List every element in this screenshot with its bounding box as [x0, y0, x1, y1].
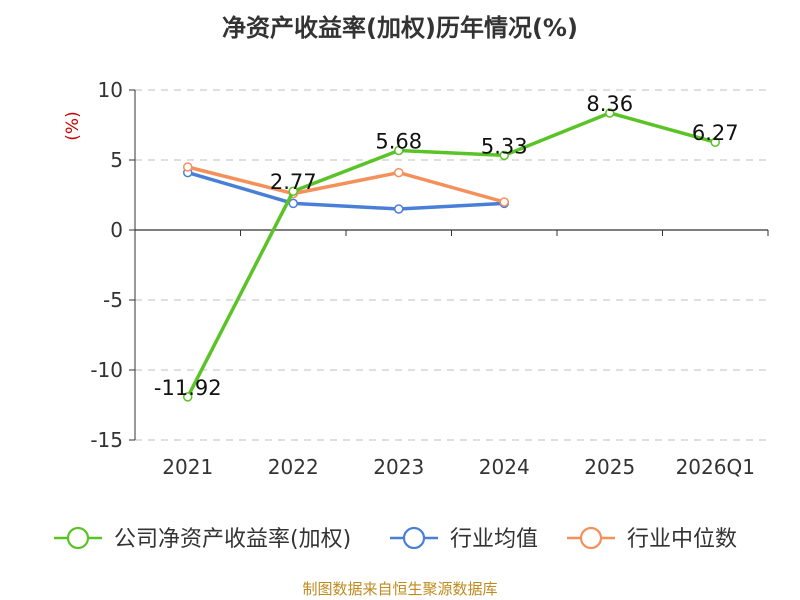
legend-item: 公司净资产收益率(加权)	[54, 526, 351, 552]
legend-label: 行业中位数	[627, 527, 737, 552]
x-tick-label: 2022	[268, 455, 319, 479]
series-point	[499, 150, 509, 161]
y-tick-label: 10	[98, 78, 123, 102]
data-label: 5.68	[375, 129, 422, 153]
data-label: 5.33	[481, 134, 528, 158]
y-tick-labels: 10 5 0 -5 -10 -15	[90, 78, 123, 452]
legend-item: 行业均值	[390, 526, 538, 552]
legend-item: 行业中位数	[567, 526, 737, 552]
x-tick-label: 2021	[162, 455, 213, 479]
y-tick-label: 0	[110, 218, 123, 242]
axes	[129, 89, 769, 441]
x-tick-label: 2023	[373, 455, 424, 479]
y-tick-label: -15	[90, 428, 123, 452]
y-axis-label: (%)	[63, 111, 83, 140]
data-label: -11.92	[154, 376, 222, 400]
data-label: 2.77	[270, 170, 317, 194]
chart-title: 净资产收益率(加权)历年情况(%)	[222, 14, 578, 42]
series-point	[499, 197, 509, 207]
legend-swatch-marker	[579, 526, 603, 550]
legend-swatch-marker	[402, 526, 426, 550]
x-tick-labels: 2021 2022 2023 2024 2025 2026Q1	[162, 455, 755, 479]
series-point	[183, 392, 193, 402]
series-point	[288, 186, 298, 196]
x-tick-label: 2026Q1	[676, 455, 755, 479]
grid-lines	[135, 89, 768, 441]
series-line	[186, 111, 716, 398]
series-point	[183, 162, 193, 172]
x-tick-label: 2024	[479, 455, 530, 479]
legend: 公司净资产收益率(加权) 行业均值 行业中位数	[54, 526, 737, 552]
series-point	[288, 198, 298, 209]
y-tick-label: 5	[110, 148, 123, 172]
y-tick-label: -5	[103, 288, 123, 312]
legend-label: 公司净资产收益率(加权)	[114, 527, 351, 552]
data-labels: -11.92 2.77 5.68 5.33 8.36 6.27	[154, 92, 739, 400]
series-line	[187, 165, 505, 204]
series-point	[394, 167, 404, 178]
source-note: 制图数据来自恒生聚源数据库	[302, 580, 498, 598]
series-point	[605, 108, 615, 118]
series-lines	[183, 108, 720, 402]
y-tick-label: -10	[90, 358, 123, 382]
series-point	[394, 145, 404, 156]
data-label: 8.36	[586, 92, 633, 116]
series-point	[710, 137, 720, 147]
data-label: 6.27	[692, 121, 739, 145]
legend-swatch-marker	[66, 526, 90, 550]
legend-label: 行业均值	[450, 527, 538, 552]
series-line	[187, 170, 505, 211]
x-tick-label: 2025	[584, 455, 635, 479]
series-point	[394, 204, 404, 214]
